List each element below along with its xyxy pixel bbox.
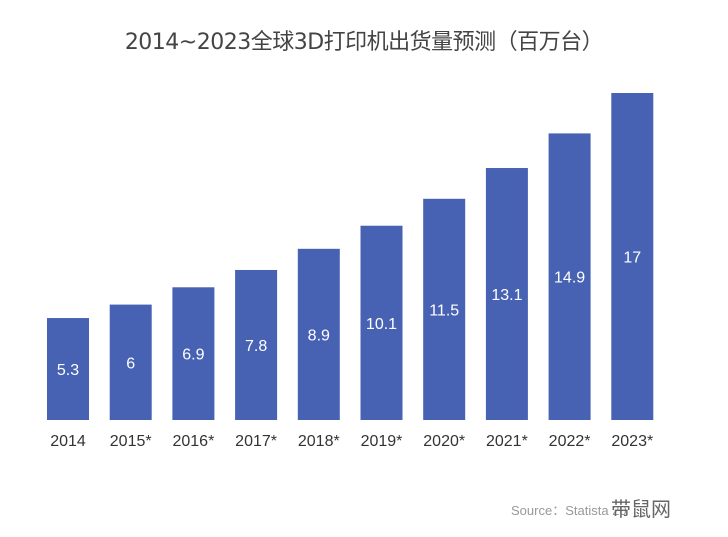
data-label: 8.9 (308, 327, 330, 344)
data-label: 17 (623, 250, 641, 267)
bar-2018* (297, 248, 340, 420)
bar-2017* (235, 269, 278, 420)
x-tick-label: 2019* (361, 433, 403, 450)
data-label: 14.9 (554, 270, 585, 287)
x-tick-label: 2015* (110, 433, 152, 450)
data-label: 10.1 (366, 316, 397, 333)
x-tick-label: 2014 (50, 433, 86, 450)
bar-2020* (423, 198, 466, 420)
bar-2022* (548, 133, 591, 421)
data-label: 11.5 (429, 302, 459, 319)
data-label: 13.1 (491, 287, 522, 304)
x-tick-label: 2023* (611, 433, 653, 450)
chart-title: 2014~2023全球3D打印机出货量预测（百万台） (124, 30, 604, 55)
x-tick-label: 2018* (298, 433, 340, 450)
x-tick-label: 2021* (486, 433, 528, 450)
data-label: 6 (126, 355, 135, 372)
data-label: 5.3 (57, 362, 79, 379)
x-tick-label: 2022* (549, 433, 591, 450)
bar-2014 (47, 318, 89, 420)
bar-2023* (611, 93, 654, 420)
bar-2021* (485, 168, 528, 420)
watermark: 带鼠网 (611, 497, 671, 521)
bar-2016* (172, 287, 215, 420)
bar-2015* (109, 304, 152, 420)
bar-2019* (360, 225, 403, 420)
data-label: 6.9 (182, 347, 204, 364)
x-tick-label: 2017* (235, 433, 277, 450)
source-note: Source：Statista 20 (511, 503, 627, 518)
x-tick-label: 2016* (172, 433, 214, 450)
data-label: 7.8 (245, 338, 267, 355)
x-tick-label: 2020* (423, 433, 465, 450)
